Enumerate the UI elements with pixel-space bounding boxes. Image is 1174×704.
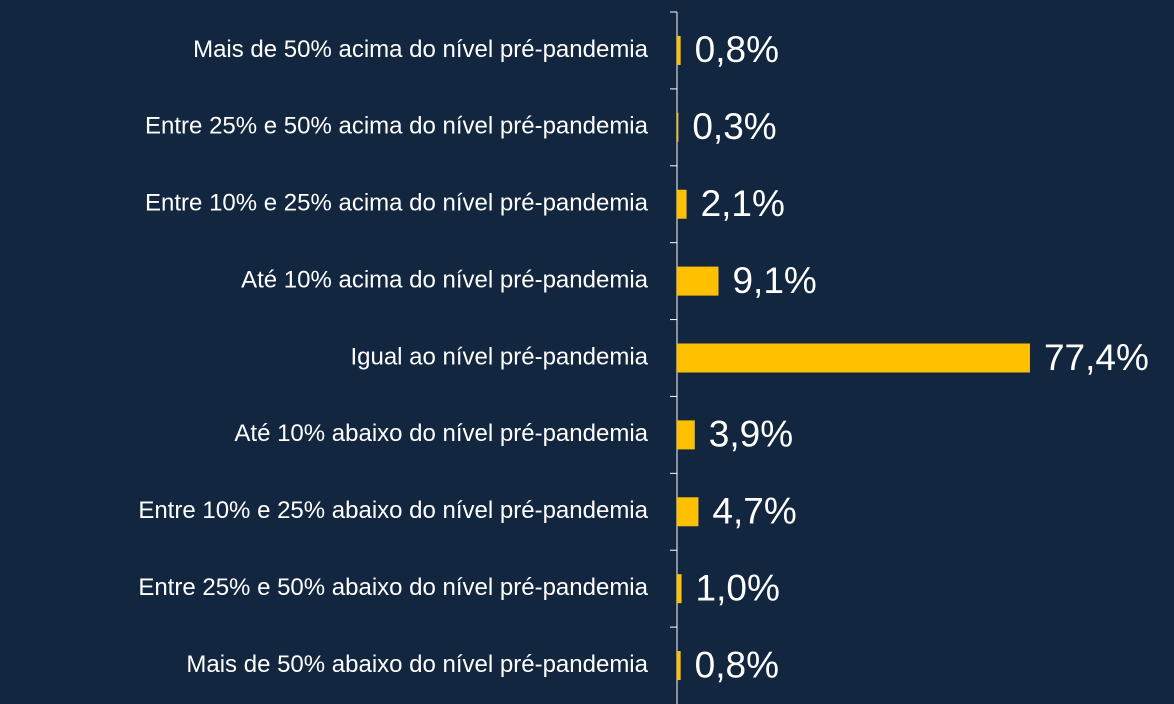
bar [677, 497, 699, 527]
value-label: 77,4% [1044, 337, 1149, 378]
category-label: Entre 10% e 25% abaixo do nível pré-pand… [138, 497, 648, 524]
category-label: Até 10% acima do nível pré-pandemia [241, 266, 649, 293]
category-label: Entre 25% e 50% acima do nível pré-pande… [145, 113, 649, 140]
bar [677, 112, 679, 142]
value-label: 3,9% [709, 414, 793, 455]
category-label: Mais de 50% acima do nível pré-pandemia [193, 36, 649, 63]
value-label: 4,7% [712, 491, 796, 532]
bar [677, 35, 681, 65]
value-label: 2,1% [701, 183, 785, 224]
value-label: 9,1% [732, 260, 816, 301]
value-label: 0,8% [695, 29, 779, 70]
value-label: 0,3% [692, 106, 776, 147]
category-label: Mais de 50% abaixo do nível pré-pandemia [186, 651, 648, 678]
category-label: Entre 10% e 25% acima do nível pré-pande… [145, 190, 649, 217]
bar [677, 420, 695, 450]
category-label: Entre 25% e 50% abaixo do nível pré-pand… [138, 574, 648, 601]
value-label: 1,0% [696, 567, 780, 608]
bar [677, 651, 681, 681]
value-label: 0,8% [695, 644, 779, 685]
bar [677, 266, 719, 296]
category-label: Igual ao nível pré-pandemia [350, 343, 648, 370]
bar [677, 343, 1030, 373]
bar [677, 574, 682, 604]
bar [677, 189, 687, 219]
category-label: Até 10% abaixo do nível pré-pandemia [234, 420, 648, 447]
